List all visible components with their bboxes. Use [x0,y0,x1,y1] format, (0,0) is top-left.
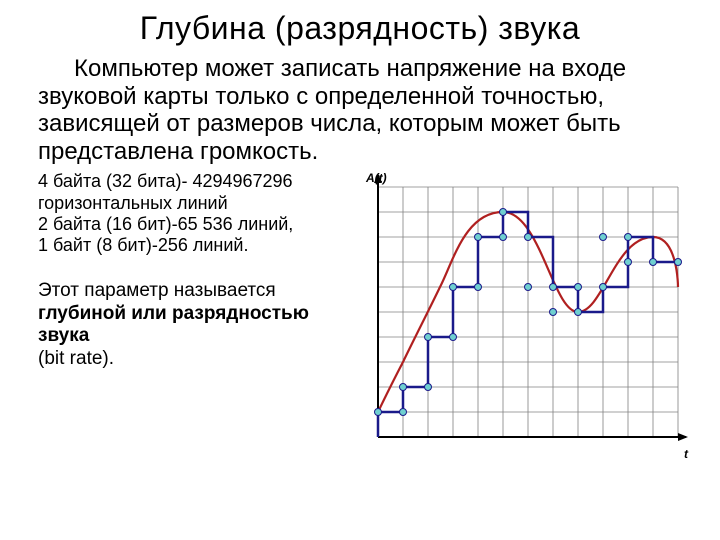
x-axis-label: t [684,447,688,461]
byte-line-2: 2 байта (16 бит)-65 536 линий, [38,214,293,234]
definition: Этот параметр называется глубиной или ра… [38,280,354,370]
def-post: (bit rate). [38,348,114,369]
quantization-chart [362,171,688,457]
left-column: 4 байта (32 бита)- 4294967296 горизонтал… [32,171,362,461]
slide-title: Глубина (разрядность) звука [32,10,688,47]
def-pre: Этот параметр называется [38,280,276,301]
byte-info: 4 байта (32 бита)- 4294967296 горизонтал… [38,171,354,256]
intro-paragraph: Компьютер может записать напряжение на в… [38,55,682,165]
byte-line-1: 4 байта (32 бита)- 4294967296 горизонтал… [38,171,293,212]
slide: Глубина (разрядность) звука Компьютер мо… [0,0,720,540]
def-bold: глубиной или разрядностью звука [38,303,309,346]
columns: 4 байта (32 бита)- 4294967296 горизонтал… [32,171,688,461]
byte-line-3: 1 байт (8 бит)-256 линий. [38,235,248,255]
chart-area: A(t) t [362,171,688,461]
y-axis-label: A(t) [366,171,387,185]
